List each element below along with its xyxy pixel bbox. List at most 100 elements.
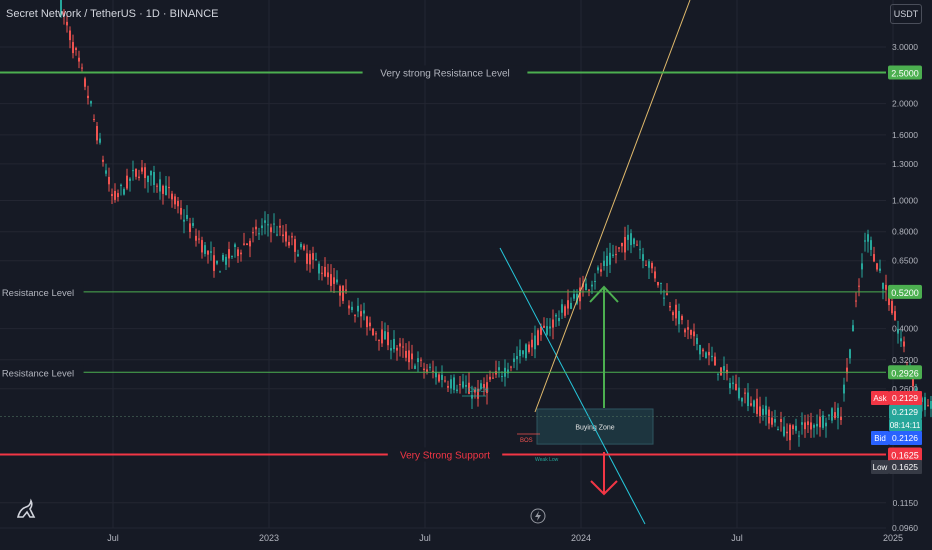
- candle-body: [597, 267, 599, 271]
- candle-body: [711, 355, 713, 358]
- candle-body: [924, 397, 926, 410]
- candle-body: [696, 338, 698, 345]
- candle-body: [705, 352, 707, 359]
- replay-lightning-icon[interactable]: [530, 508, 546, 524]
- candle-body: [780, 419, 782, 423]
- candle-body: [519, 349, 521, 357]
- candle-body: [396, 347, 398, 351]
- candle-body: [486, 382, 488, 394]
- candle-body: [603, 260, 605, 267]
- candle-body: [150, 170, 152, 176]
- candle-body: [618, 247, 620, 249]
- candle-body: [795, 425, 797, 431]
- candle-body: [537, 330, 539, 346]
- level-price-tag: [888, 447, 922, 462]
- candle-body: [501, 376, 503, 378]
- candle-body: [129, 178, 131, 181]
- candle-body: [864, 240, 866, 242]
- candle-body: [891, 301, 893, 314]
- ask-tag-value: 0.2129: [892, 393, 918, 403]
- candle-body: [261, 225, 263, 229]
- candle-body: [219, 271, 221, 273]
- candle-body: [192, 223, 194, 226]
- candle-body: [312, 253, 314, 260]
- candle-body: [234, 244, 236, 248]
- candle-body: [867, 234, 869, 242]
- candle-body: [279, 225, 281, 228]
- candle-body: [450, 379, 452, 389]
- candle-body: [660, 282, 662, 284]
- candle-body: [249, 240, 251, 247]
- candle-body: [843, 384, 845, 394]
- candle-body: [168, 187, 170, 189]
- candle-body: [600, 269, 602, 272]
- candle-body: [453, 377, 455, 390]
- down-arrow-head: [590, 480, 618, 496]
- candle-body: [264, 220, 266, 223]
- candle-body: [90, 101, 92, 104]
- candle-body: [132, 170, 134, 172]
- candle-body: [81, 67, 83, 69]
- ascending-trendline: [534, 0, 691, 413]
- candle-body: [642, 254, 644, 261]
- candle-body: [255, 226, 257, 230]
- candle-body: [636, 244, 638, 246]
- bid-tag-label-bg: [871, 431, 889, 445]
- candle-body: [813, 424, 815, 428]
- candle-body: [738, 387, 740, 399]
- candle-body: [141, 167, 143, 172]
- candle-body: [270, 227, 272, 233]
- candle-body: [510, 366, 512, 368]
- candle-body: [111, 194, 113, 197]
- candle-body: [300, 243, 302, 248]
- candle-body: [744, 392, 746, 394]
- candle-body: [756, 398, 758, 414]
- candle-body: [648, 261, 650, 268]
- candle-body: [402, 346, 404, 348]
- x-tick-label: Jul: [107, 533, 119, 543]
- candle-body: [435, 372, 437, 378]
- candle-body: [540, 326, 542, 335]
- candle-body: [927, 405, 929, 407]
- candle-body: [699, 344, 701, 355]
- candle-body: [789, 424, 791, 441]
- candle-body: [684, 329, 686, 333]
- candle-body: [405, 350, 407, 358]
- candles: [60, 0, 932, 451]
- candle-body: [201, 240, 203, 253]
- candle-body: [162, 185, 164, 194]
- low-tag-label-bg: [871, 460, 889, 474]
- candle-body: [732, 382, 734, 384]
- candle-body: [156, 185, 158, 187]
- candle-body: [513, 358, 515, 362]
- candle-body: [444, 380, 446, 382]
- currency-button[interactable]: USDT: [890, 4, 922, 24]
- candle-body: [207, 250, 209, 255]
- candle-body: [495, 371, 497, 375]
- candle-body: [585, 283, 587, 291]
- candle-body: [432, 370, 434, 372]
- candle-body: [894, 311, 896, 321]
- candle-body: [291, 236, 293, 238]
- y-tick-label: 0.1150: [893, 498, 919, 508]
- candle-body: [393, 338, 395, 350]
- candle-body: [690, 329, 692, 335]
- candle-body: [861, 263, 863, 270]
- candle-body: [138, 176, 140, 178]
- down-arrow: [590, 452, 618, 496]
- level-price-text: 2.5000: [891, 68, 919, 78]
- symbol-title[interactable]: Secret Network / TetherUS · 1D · BINANCE: [6, 8, 219, 20]
- candle-body: [276, 234, 278, 236]
- candle-body: [414, 365, 416, 369]
- y-tick-label: 2.0000: [892, 99, 918, 109]
- candle-body: [573, 294, 575, 299]
- candle-body: [66, 21, 68, 26]
- candle-body: [651, 263, 653, 269]
- candle-body: [366, 316, 368, 328]
- candle-body: [225, 256, 227, 265]
- low-tag-value: 0.1625: [892, 462, 918, 472]
- candle-body: [378, 339, 380, 341]
- candle-body: [210, 251, 212, 253]
